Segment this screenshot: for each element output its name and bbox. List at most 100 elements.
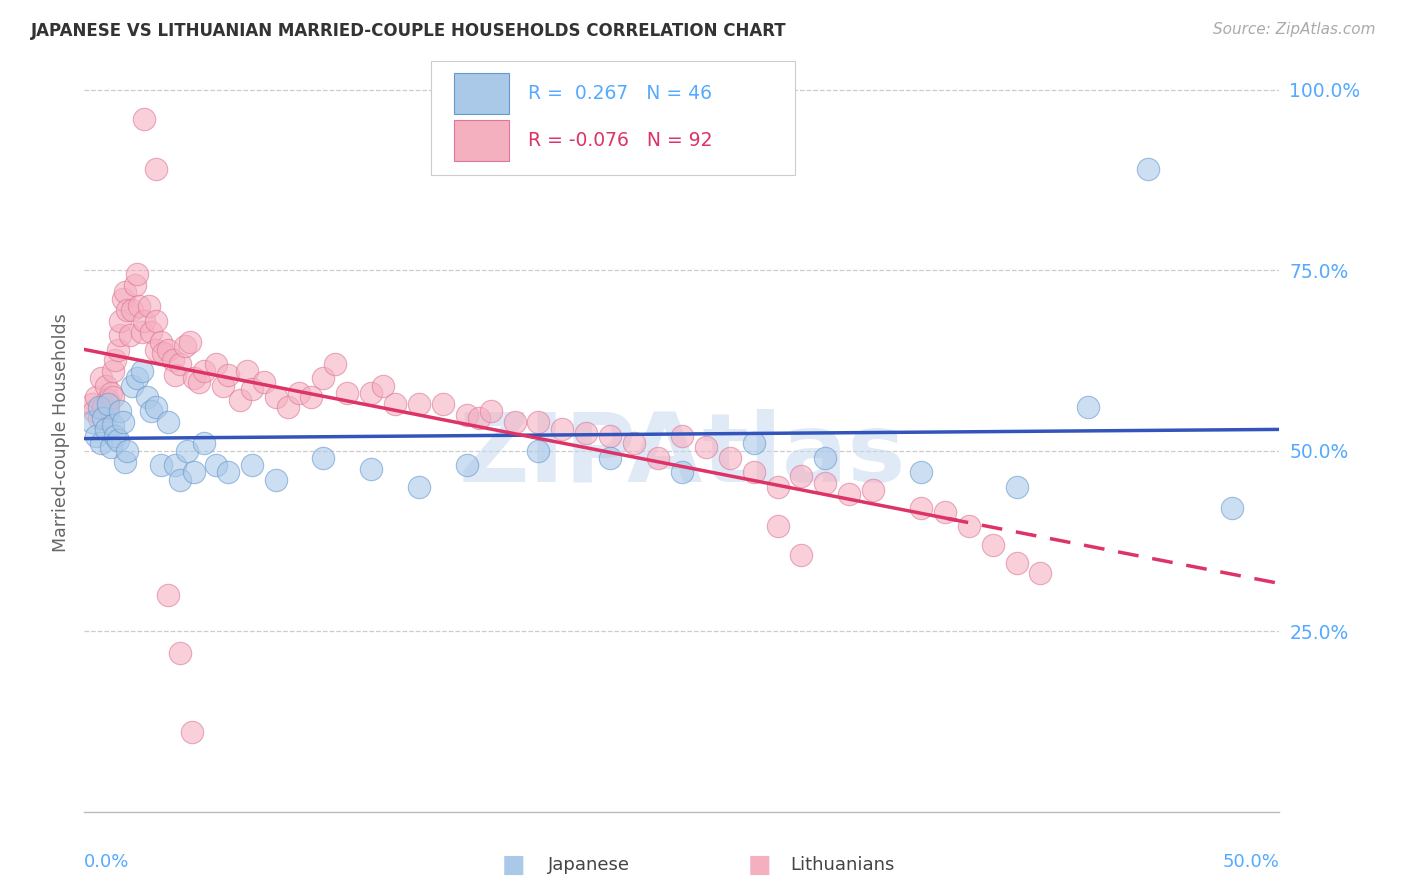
Point	[93, 401, 115, 415]
Point	[240, 458, 263, 472]
Point	[87, 411, 110, 425]
Point	[145, 401, 167, 415]
Point	[110, 404, 132, 418]
Point	[173, 339, 195, 353]
Point	[132, 112, 156, 126]
Point	[838, 487, 860, 501]
Point	[107, 343, 129, 357]
Point	[128, 299, 150, 313]
Point	[100, 440, 122, 454]
Point	[814, 450, 837, 465]
Point	[124, 277, 146, 292]
Point	[117, 443, 139, 458]
Point	[157, 343, 180, 357]
Point	[766, 480, 789, 494]
Point	[862, 483, 884, 498]
Point	[169, 646, 191, 660]
Point	[149, 458, 172, 472]
Point	[100, 385, 122, 400]
Point	[742, 466, 765, 480]
Text: ■: ■	[748, 854, 770, 877]
Point	[288, 385, 311, 400]
Point	[599, 429, 621, 443]
Point	[373, 378, 395, 392]
Point	[503, 415, 526, 429]
Point	[981, 537, 1004, 551]
Point	[94, 378, 117, 392]
Y-axis label: Married-couple Households: Married-couple Households	[52, 313, 70, 552]
Point	[264, 390, 287, 404]
Point	[360, 461, 382, 475]
Point	[104, 429, 127, 443]
Point	[162, 353, 184, 368]
Point	[80, 397, 103, 411]
Point	[790, 469, 813, 483]
Point	[325, 357, 347, 371]
Point	[718, 450, 741, 465]
Point	[131, 364, 153, 378]
Point	[86, 429, 108, 443]
Point	[141, 404, 163, 418]
Point	[456, 408, 478, 422]
Point	[212, 378, 235, 392]
Point	[97, 393, 120, 408]
Text: JAPANESE VS LITHUANIAN MARRIED-COUPLE HOUSEHOLDS CORRELATION CHART: JAPANESE VS LITHUANIAN MARRIED-COUPLE HO…	[31, 22, 786, 40]
Point	[83, 404, 105, 418]
Text: ZIPAtlas: ZIPAtlas	[458, 409, 905, 502]
Point	[623, 436, 645, 450]
Point	[240, 382, 263, 396]
Point	[141, 325, 163, 339]
Point	[336, 385, 359, 400]
Point	[527, 415, 550, 429]
Point	[766, 519, 789, 533]
Point	[384, 397, 406, 411]
Text: R =  0.267   N = 46: R = 0.267 N = 46	[527, 84, 711, 103]
Point	[312, 450, 335, 465]
Point	[183, 466, 205, 480]
FancyBboxPatch shape	[454, 73, 509, 114]
Point	[101, 364, 124, 378]
Point	[165, 458, 187, 472]
Point	[145, 343, 167, 357]
Point	[910, 466, 932, 480]
Point	[138, 299, 160, 313]
Point	[101, 418, 124, 433]
Point	[152, 346, 174, 360]
Text: Japanese: Japanese	[548, 856, 630, 874]
Point	[647, 450, 669, 465]
Point	[1029, 566, 1052, 581]
Point	[149, 335, 172, 350]
Point	[93, 411, 115, 425]
Point	[1137, 162, 1160, 177]
Point	[1077, 401, 1099, 415]
Point	[183, 371, 205, 385]
Point	[217, 368, 239, 382]
Point	[169, 357, 191, 371]
Point	[114, 285, 136, 299]
Point	[94, 422, 117, 436]
Point	[408, 397, 430, 411]
Point	[110, 328, 132, 343]
Point	[169, 473, 191, 487]
Point	[107, 433, 129, 447]
Point	[157, 588, 180, 602]
Point	[125, 371, 148, 385]
Point	[671, 466, 693, 480]
Point	[910, 501, 932, 516]
Point	[97, 397, 120, 411]
Point	[121, 302, 143, 317]
Point	[135, 390, 157, 404]
Text: Source: ZipAtlas.com: Source: ZipAtlas.com	[1212, 22, 1375, 37]
Text: 50.0%: 50.0%	[1223, 854, 1279, 871]
Point	[157, 415, 180, 429]
Point	[264, 473, 287, 487]
Point	[87, 401, 110, 415]
Point	[111, 415, 134, 429]
Point	[110, 314, 132, 328]
Point	[193, 364, 215, 378]
Point	[479, 404, 502, 418]
Point	[742, 436, 765, 450]
Point	[671, 429, 693, 443]
Point	[456, 458, 478, 472]
Point	[181, 725, 204, 739]
